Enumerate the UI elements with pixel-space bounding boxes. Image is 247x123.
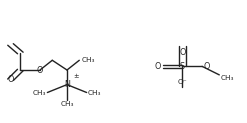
Text: O: O	[179, 48, 186, 57]
Text: S: S	[180, 62, 185, 71]
Text: CH₃: CH₃	[60, 101, 74, 107]
Text: N: N	[64, 80, 70, 89]
Text: CH₃: CH₃	[33, 90, 46, 96]
Text: O: O	[37, 66, 43, 75]
Text: CH₃: CH₃	[221, 76, 234, 81]
Text: CH₃: CH₃	[88, 90, 101, 96]
Text: O: O	[7, 75, 14, 84]
Text: ±: ±	[73, 73, 79, 78]
Text: O: O	[203, 62, 210, 71]
Text: O: O	[154, 62, 161, 71]
Text: CH₃: CH₃	[81, 57, 95, 63]
Text: O⁻: O⁻	[178, 79, 187, 85]
